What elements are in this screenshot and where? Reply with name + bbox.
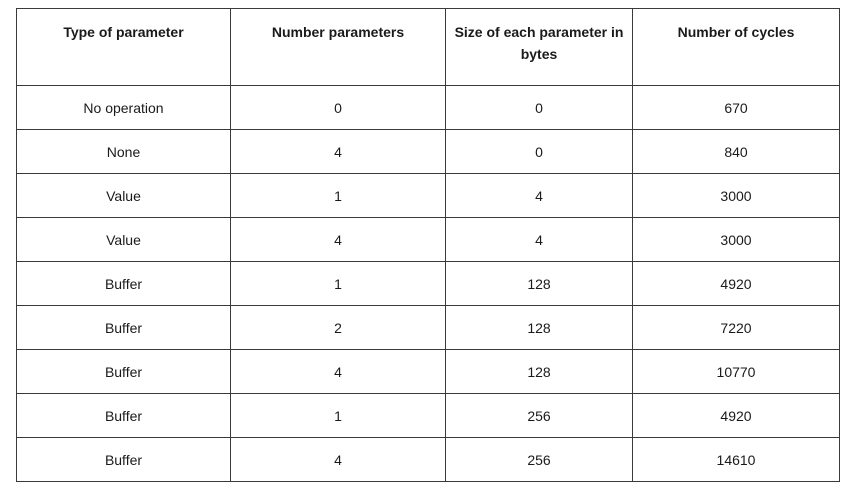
cell-type: Buffer xyxy=(16,261,231,306)
cell-size: 128 xyxy=(445,261,633,306)
cell-number: 4 xyxy=(230,217,446,262)
table-row: Buffer 4 128 10770 xyxy=(16,349,840,394)
cell-size: 4 xyxy=(445,217,633,262)
cell-type: Buffer xyxy=(16,349,231,394)
cell-cycles: 840 xyxy=(632,129,840,174)
cell-type: Value xyxy=(16,173,231,218)
cell-cycles: 3000 xyxy=(632,173,840,218)
cell-type: Value xyxy=(16,217,231,262)
cell-cycles: 14610 xyxy=(632,437,840,482)
cell-size: 0 xyxy=(445,85,633,130)
cell-size: 4 xyxy=(445,173,633,218)
header-number-of-cycles: Number of cycles xyxy=(632,8,840,86)
cell-size: 256 xyxy=(445,393,633,438)
cell-type: Buffer xyxy=(16,393,231,438)
cell-cycles: 670 xyxy=(632,85,840,130)
cell-size: 128 xyxy=(445,305,633,350)
cell-size: 0 xyxy=(445,129,633,174)
table-header: Type of parameter Number parameters Size… xyxy=(16,8,840,86)
header-type-of-parameter: Type of parameter xyxy=(16,8,231,86)
cell-number: 0 xyxy=(230,85,446,130)
cell-cycles: 4920 xyxy=(632,393,840,438)
cell-number: 4 xyxy=(230,437,446,482)
cell-type: Buffer xyxy=(16,305,231,350)
cell-cycles: 7220 xyxy=(632,305,840,350)
cell-number: 4 xyxy=(230,349,446,394)
cell-type: Buffer xyxy=(16,437,231,482)
table-row: Buffer 4 256 14610 xyxy=(16,437,840,482)
cell-size: 256 xyxy=(445,437,633,482)
cell-number: 1 xyxy=(230,393,446,438)
table-row: Value 4 4 3000 xyxy=(16,217,840,262)
cell-number: 2 xyxy=(230,305,446,350)
cell-type: None xyxy=(16,129,231,174)
cell-number: 4 xyxy=(230,129,446,174)
header-size-of-each-parameter: Size of each parameter in bytes xyxy=(445,8,633,86)
table-row: Buffer 2 128 7220 xyxy=(16,305,840,350)
parameter-cycles-table: Type of parameter Number parameters Size… xyxy=(16,8,840,482)
table-row: None 4 0 840 xyxy=(16,129,840,174)
table-row: Buffer 1 256 4920 xyxy=(16,393,840,438)
cell-cycles: 4920 xyxy=(632,261,840,306)
cell-number: 1 xyxy=(230,173,446,218)
header-row: Type of parameter Number parameters Size… xyxy=(16,8,840,86)
cell-cycles: 3000 xyxy=(632,217,840,262)
cell-cycles: 10770 xyxy=(632,349,840,394)
table-row: No operation 0 0 670 xyxy=(16,85,840,130)
header-number-parameters: Number parameters xyxy=(230,8,446,86)
table-row: Value 1 4 3000 xyxy=(16,173,840,218)
cell-size: 128 xyxy=(445,349,633,394)
cell-number: 1 xyxy=(230,261,446,306)
table-row: Buffer 1 128 4920 xyxy=(16,261,840,306)
cell-type: No operation xyxy=(16,85,231,130)
table-body: No operation 0 0 670 None 4 0 840 Value … xyxy=(16,85,840,482)
